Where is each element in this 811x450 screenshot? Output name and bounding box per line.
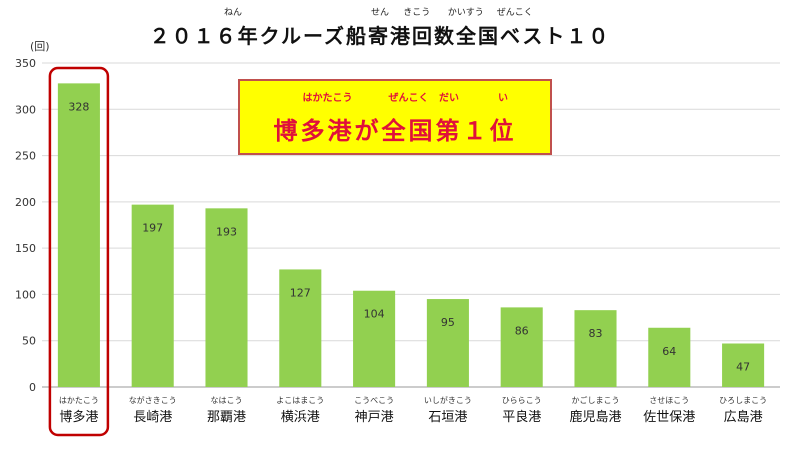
bar-5: [353, 290, 396, 387]
bars: [57, 83, 765, 387]
bar-value-label: 64: [662, 345, 676, 358]
bar-2: [131, 204, 174, 387]
callout-ruby-text: い: [498, 93, 508, 104]
callout-box: はかたこう ぜんこく だい い 博多港が全国第１位: [238, 79, 552, 155]
category-ruby: よこはまこう: [276, 396, 324, 405]
chart-title: ねん せん きこう かいすう ぜんこく ２０１６年クルーズ船寄港回数全国ベスト１０: [150, 7, 611, 48]
bar-value-label: 86: [515, 324, 529, 337]
highlight-frame: [48, 66, 110, 437]
category-label: 博多港: [59, 409, 98, 425]
bar-value-labels: 328 197 193 127 104 95 86 83 64 47: [68, 100, 750, 373]
category-ruby: いしがきこう: [424, 395, 472, 405]
bar-9: [648, 327, 691, 387]
category-label: 石垣港: [428, 410, 467, 425]
category-ruby: こうべこう: [354, 396, 394, 405]
category-ruby: かごしまこう: [572, 395, 620, 405]
category-label: 神戸港: [355, 410, 394, 425]
bar-10: [722, 343, 765, 387]
callout-background: [238, 79, 552, 155]
y-axis-ticks: 0 50 100 150 200 250 300 350: [15, 57, 36, 394]
bar-3: [205, 208, 248, 387]
bar-1: [57, 83, 100, 387]
category-label: 横浜港: [281, 410, 320, 425]
category-label: 長崎港: [133, 410, 172, 425]
callout-text: 博多港が全国第１位: [274, 117, 517, 145]
bar-value-label: 328: [68, 100, 89, 113]
y-axis-unit-label: (回): [30, 40, 50, 53]
category-ruby: ひろしまこう: [719, 396, 767, 405]
y-tick-label: 50: [22, 335, 36, 348]
category-label: 那覇港: [207, 410, 246, 425]
y-tick-label: 100: [15, 288, 36, 301]
callout-ruby: はかたこう ぜんこく だい い: [303, 92, 509, 104]
category-ruby: はかたこう: [59, 396, 99, 405]
callout-ruby-text: ぜんこく: [389, 92, 429, 104]
y-tick-label: 200: [15, 196, 36, 209]
title-ruby-text: かいすう: [448, 7, 484, 18]
category-label: 広島港: [724, 410, 763, 425]
title-ruby: ねん せん きこう かいすう ぜんこく: [224, 7, 533, 18]
category-label: 鹿児島港: [569, 409, 621, 425]
y-tick-label: 150: [15, 242, 36, 255]
title-ruby-text: きこう: [403, 7, 430, 18]
y-tick-label: 300: [15, 103, 36, 116]
chart-title-text: ２０１６年クルーズ船寄港回数全国ベスト１０: [150, 24, 611, 48]
category-label: 平良港: [502, 409, 541, 425]
bar-value-label: 104: [364, 308, 385, 321]
y-tick-label: 0: [29, 381, 36, 394]
y-tick-label: 350: [15, 57, 36, 70]
bar-value-label: 197: [142, 222, 163, 235]
category-ruby: なはこう: [211, 396, 243, 405]
bar-value-label: 83: [589, 327, 603, 340]
bar-value-label: 95: [441, 316, 455, 329]
callout-ruby-text: はかたこう: [303, 92, 353, 104]
category-ruby: ひららこう: [502, 396, 542, 405]
title-ruby-text: ねん: [224, 7, 242, 18]
bar-4: [279, 269, 322, 387]
category-ruby: させほこう: [649, 396, 689, 405]
bar-value-label: 127: [290, 286, 311, 299]
bar-value-label: 193: [216, 225, 237, 238]
bar-7: [500, 307, 543, 387]
y-tick-label: 250: [15, 150, 36, 163]
bar-value-label: 47: [736, 360, 750, 373]
category-ruby: ながさきこう: [129, 395, 177, 405]
callout-ruby-text: だい: [439, 92, 459, 104]
title-ruby-text: ぜんこく: [497, 7, 533, 18]
title-ruby-text: せん: [371, 7, 389, 18]
bar-8: [574, 310, 617, 387]
bar-6: [426, 299, 469, 387]
category-label: 佐世保港: [643, 410, 695, 425]
